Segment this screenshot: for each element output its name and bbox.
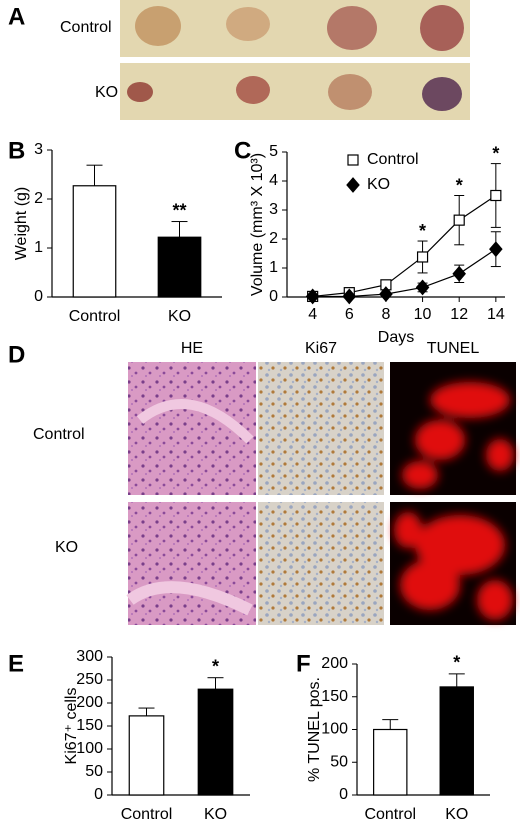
panel-a-photos [120, 0, 470, 120]
y-tick-label: 0 [34, 288, 43, 305]
x-tick-label: Control [364, 806, 416, 823]
y-tick-label: 0 [269, 288, 278, 305]
y-axis-label: Weight (g) [13, 187, 30, 261]
y-tick-label: 4 [269, 172, 278, 189]
y-tick-label: 2 [269, 230, 278, 247]
y-tick-label: 0 [339, 786, 348, 803]
row-label: KO [95, 84, 118, 101]
y-tick-label: 5 [269, 143, 278, 160]
y-tick-label: 100 [321, 721, 348, 738]
x-tick-label: 14 [487, 306, 505, 323]
column-label: TUNEL [427, 340, 480, 357]
y-tick-label: 3 [34, 141, 43, 158]
y-tick-label: 150 [321, 688, 348, 705]
panel-letter: C [234, 137, 251, 164]
row-label: Control [33, 426, 85, 443]
row-label: KO [55, 539, 78, 556]
x-tick-label: KO [204, 806, 227, 823]
legend-label: Control [367, 151, 419, 168]
significance: * [453, 653, 460, 673]
panel-letter: E [8, 650, 24, 677]
point [452, 265, 466, 282]
y-tick-label: 300 [76, 648, 103, 665]
significance: * [456, 175, 463, 195]
series-line [312, 248, 497, 298]
series-line [312, 195, 497, 298]
x-tick-label: KO [445, 806, 468, 823]
bar [157, 236, 202, 298]
panel-letter: D [8, 341, 25, 368]
point [342, 288, 357, 305]
panel-letter: B [8, 137, 25, 164]
significance: ** [172, 200, 186, 220]
column-label: HE [181, 340, 203, 357]
y-tick-label: 1 [34, 239, 43, 256]
point [305, 288, 320, 305]
y-tick-label: 200 [321, 655, 348, 672]
column-label: Ki67 [305, 340, 337, 357]
point [453, 214, 465, 226]
panel-d-images [126, 362, 516, 625]
x-tick-label: 8 [381, 306, 390, 323]
y-axis-label: Volume (mm³ X 10³) [249, 153, 266, 296]
legend-marker [346, 177, 360, 193]
y-tick-label: 1 [269, 259, 278, 276]
point [379, 286, 393, 303]
legend-label: KO [367, 176, 390, 193]
y-axis-label: % TUNEL pos. [306, 677, 323, 782]
y-tick-label: 3 [269, 201, 278, 218]
panel-letter: F [296, 650, 311, 677]
significance: * [212, 656, 219, 676]
panel-letter: A [8, 3, 25, 30]
x-tick-label: KO [168, 308, 191, 325]
y-tick-label: 150 [76, 717, 103, 734]
y-tick-label: 50 [330, 753, 348, 770]
y-tick-label: 250 [76, 671, 103, 688]
y-tick-label: 2 [34, 190, 43, 207]
bar [439, 686, 474, 796]
y-tick-label: 0 [94, 786, 103, 803]
x-axis-label: Days [378, 329, 414, 346]
bar [373, 728, 408, 796]
x-tick-label: 12 [450, 306, 468, 323]
significance: * [492, 143, 499, 163]
bar [197, 688, 234, 796]
point [490, 189, 502, 202]
x-tick-label: 4 [308, 306, 317, 323]
x-tick-label: Control [121, 806, 173, 823]
point [489, 241, 503, 258]
x-tick-label: Control [69, 308, 121, 325]
bar [72, 185, 117, 298]
y-tick-label: 100 [76, 740, 103, 757]
point [415, 279, 430, 296]
y-axis-label: Ki67⁺ cells [63, 688, 80, 765]
y-tick-label: 50 [85, 763, 103, 780]
point [416, 251, 429, 263]
x-tick-label: 6 [345, 306, 354, 323]
x-tick-label: 10 [414, 306, 432, 323]
row-label: Control [60, 19, 112, 36]
significance: * [419, 221, 426, 241]
y-tick-label: 200 [76, 694, 103, 711]
bar [128, 715, 165, 796]
legend-marker [347, 154, 359, 166]
